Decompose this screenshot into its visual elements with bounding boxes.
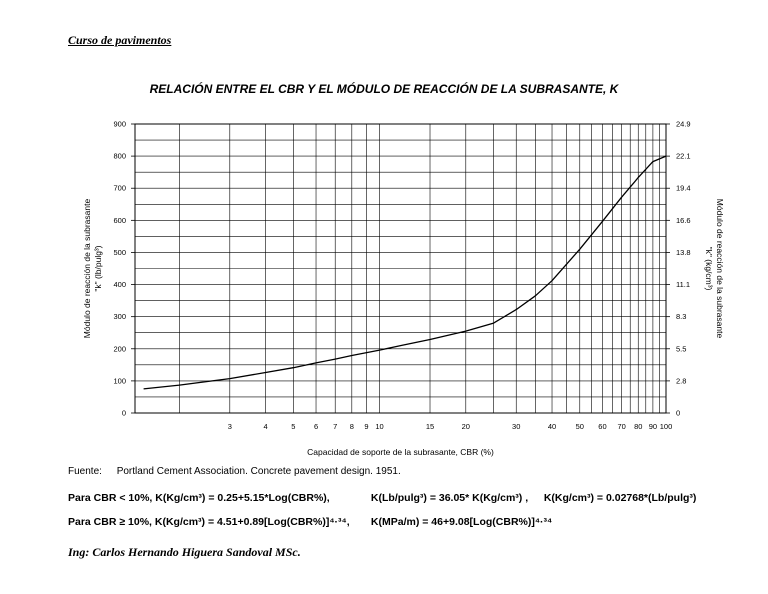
y-tick-label: 200	[113, 344, 126, 353]
x-tick-label: 9	[364, 422, 368, 431]
x-tick-label: 100	[660, 422, 673, 431]
y2-tick-label: 16.6	[676, 216, 691, 225]
equation-row-2: Para CBR ≥ 10%, K(Kg/cm³) = 4.51+0.89[Lo…	[68, 516, 552, 528]
y-tick-label: 300	[113, 312, 126, 321]
y2-tick-label: 22.1	[676, 152, 691, 161]
x-tick-label: 4	[264, 422, 268, 431]
x-tick-label: 60	[598, 422, 606, 431]
y2-axis-label: Módulo de reacción de la subrasante	[715, 199, 725, 339]
y-tick-label: 900	[113, 120, 126, 129]
y2-tick-label: 24.9	[676, 120, 691, 129]
y2-tick-label: 2.8	[676, 376, 686, 385]
equation-2b: K(MPa/m) = 46+9.08[Log(CBR%)]⁴·³⁴	[370, 516, 553, 528]
x-tick-label: 10	[375, 422, 383, 431]
y2-tick-label: 19.4	[676, 184, 691, 193]
y-tick-label: 500	[113, 248, 126, 257]
source-text: Portland Cement Association. Concrete pa…	[116, 466, 401, 477]
source-note: Fuente: Portland Cement Association. Con…	[68, 466, 413, 477]
x-axis-label: Capacidad de soporte de la subrasante, C…	[307, 447, 494, 457]
x-tick-label: 80	[634, 422, 642, 431]
equation-row-1: Para CBR < 10%, K(Kg/cm³) = 0.25+5.15*Lo…	[68, 492, 696, 504]
source-label: Fuente:	[68, 466, 102, 477]
y-tick-label: 400	[113, 280, 126, 289]
y2-tick-label: 8.3	[676, 312, 686, 321]
x-tick-label: 90	[649, 422, 657, 431]
plot-frame	[134, 123, 667, 414]
x-tick-label: 40	[548, 422, 556, 431]
x-tick-label: 7	[333, 422, 337, 431]
y2-tick-label: 13.8	[676, 248, 691, 257]
x-tick-label: 15	[426, 422, 434, 431]
y2-tick-label: 5.5	[676, 344, 686, 353]
y-tick-label: 0	[122, 409, 126, 418]
y2-tick-label: 11.1	[676, 280, 690, 289]
x-tick-label: 20	[462, 422, 470, 431]
y2-tick-label: 0	[676, 409, 680, 418]
x-tick-label: 8	[350, 422, 354, 431]
x-tick-label: 70	[617, 422, 625, 431]
y-tick-label: 700	[113, 184, 126, 193]
cbr-k-chart: 010020030040050060070080090002.85.58.311…	[82, 120, 725, 458]
y-tick-label: 800	[113, 152, 126, 161]
x-tick-label: 3	[228, 422, 232, 431]
author-signature: Ing: Carlos Hernando Higuera Sandoval MS…	[68, 545, 301, 559]
y-tick-label: 600	[113, 216, 126, 225]
equation-1a: Para CBR < 10%, K(Kg/cm³) = 0.25+5.15*Lo…	[68, 492, 330, 504]
equation-2a: Para CBR ≥ 10%, K(Kg/cm³) = 4.51+0.89[Lo…	[68, 516, 350, 528]
course-header: Curso de pavimentos	[68, 33, 172, 47]
y-axis-label-units: "k" (lb/pulg³)	[93, 245, 103, 291]
x-tick-label: 50	[576, 422, 584, 431]
x-tick-label: 5	[291, 422, 295, 431]
series-line-1	[143, 155, 667, 390]
x-tick-label: 30	[512, 422, 520, 431]
chart-title: RELACIÓN ENTRE EL CBR Y EL MÓDULO DE REA…	[149, 82, 619, 96]
y-axis-label: Módulo de reacción de la subrasante	[82, 199, 92, 339]
equation-1b: K(Lb/pulg³) = 36.05* K(Kg/cm³) ,	[370, 492, 529, 504]
y2-axis-label-units: "k" (kg/cm³)	[704, 247, 714, 291]
x-tick-label: 6	[314, 422, 318, 431]
y-tick-label: 100	[113, 376, 126, 385]
equation-1c: K(Kg/cm³) = 0.02768*(Lb/pulg³)	[543, 492, 697, 504]
